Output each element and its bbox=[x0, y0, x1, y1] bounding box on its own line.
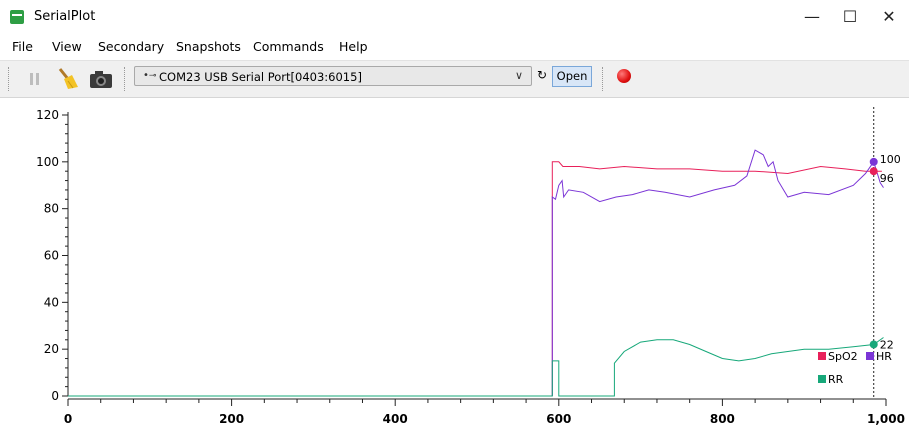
menu-secondary[interactable]: Secondary bbox=[98, 39, 165, 54]
plot-area[interactable]: 0 20 40 60 80 100 120 0 200 400 600 800 1,000 96 100 22… bbox=[0, 100, 909, 437]
x-tick-label: 0 bbox=[64, 412, 72, 426]
x-tick-label: 200 bbox=[219, 412, 244, 426]
chevron-down-icon: ∨ bbox=[514, 69, 523, 82]
cursor-value-label: 96 bbox=[880, 172, 894, 185]
x-tick-label: 1,000 bbox=[867, 412, 905, 426]
cursor-marker-rr bbox=[869, 340, 878, 349]
minimize-button[interactable]: — bbox=[804, 7, 820, 26]
y-tick-label: 40 bbox=[44, 295, 59, 309]
y-tick-label: 120 bbox=[36, 108, 59, 122]
window-title: SerialPlot bbox=[34, 9, 96, 24]
menu-commands[interactable]: Commands bbox=[253, 39, 324, 54]
record-icon[interactable] bbox=[617, 69, 631, 83]
legend-label-spo2: SpO2 bbox=[828, 350, 858, 363]
y-tick-label: 20 bbox=[44, 342, 59, 356]
x-tick-label: 800 bbox=[710, 412, 735, 426]
toolbar-separator bbox=[8, 67, 11, 91]
x-tick-label: 600 bbox=[546, 412, 571, 426]
series-line-spo2 bbox=[551, 161, 882, 396]
legend-label-hr: HR bbox=[876, 350, 892, 363]
toolbar-separator bbox=[124, 67, 127, 91]
port-select-value: COM23 USB Serial Port[0403:6015] bbox=[159, 70, 362, 84]
cursor-value-label: 100 bbox=[880, 153, 901, 166]
open-button[interactable]: Open bbox=[552, 66, 592, 87]
usb-icon: •⊸ bbox=[143, 70, 157, 81]
menu-bar: File View Secondary Snapshots Commands H… bbox=[0, 36, 909, 58]
legend-label-rr: RR bbox=[828, 373, 844, 386]
menu-help[interactable]: Help bbox=[339, 39, 368, 54]
y-tick-label: 0 bbox=[51, 389, 59, 403]
toolbar-separator bbox=[602, 67, 605, 91]
app-icon bbox=[10, 10, 24, 24]
legend-swatch-hr bbox=[866, 352, 874, 360]
cursor-marker-spo2 bbox=[869, 167, 878, 176]
y-tick-label: 60 bbox=[44, 249, 59, 263]
cursor-value-label: 22 bbox=[880, 338, 894, 351]
x-tick-label: 400 bbox=[383, 412, 408, 426]
y-tick-label: 80 bbox=[44, 202, 59, 216]
title-bar: SerialPlot — ☐ ✕ bbox=[0, 0, 909, 34]
refresh-icon[interactable]: ↻ bbox=[537, 68, 548, 82]
series-line-rr bbox=[68, 337, 884, 397]
y-tick-label: 100 bbox=[36, 155, 59, 169]
legend-swatch-spo2 bbox=[818, 352, 826, 360]
broom-icon[interactable] bbox=[54, 67, 80, 91]
legend-swatch-rr bbox=[818, 375, 826, 383]
menu-file[interactable]: File bbox=[12, 39, 33, 54]
maximize-button[interactable]: ☐ bbox=[842, 7, 858, 26]
cursor-marker-hr bbox=[869, 157, 878, 166]
port-select[interactable]: •⊸ COM23 USB Serial Port[0403:6015] ∨ bbox=[134, 66, 532, 86]
close-button[interactable]: ✕ bbox=[882, 7, 896, 26]
camera-icon[interactable] bbox=[88, 67, 114, 91]
menu-view[interactable]: View bbox=[52, 39, 82, 54]
series-line-hr bbox=[551, 149, 884, 396]
pause-icon[interactable] bbox=[22, 67, 48, 91]
menu-snapshots[interactable]: Snapshots bbox=[176, 39, 241, 54]
